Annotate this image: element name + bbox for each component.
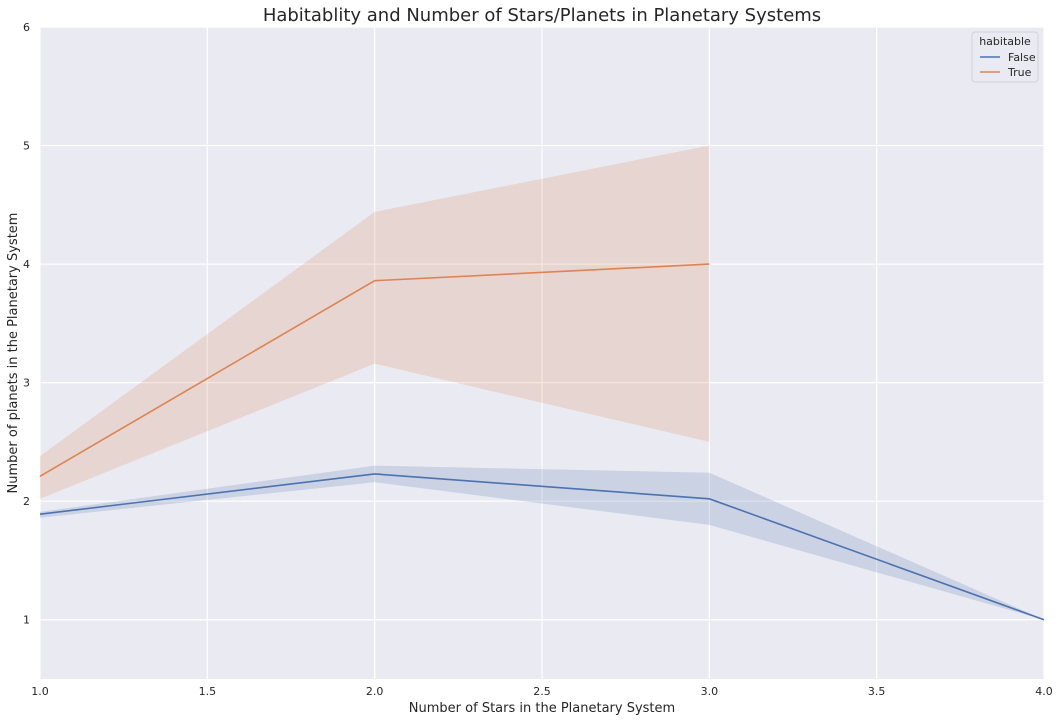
- y-tick-label: 4: [23, 258, 30, 271]
- y-tick-label: 1: [23, 614, 30, 627]
- y-axis-title: Number of planets in the Planetary Syste…: [6, 213, 21, 494]
- x-tick-label: 4.0: [1035, 685, 1053, 698]
- legend-items: False True: [980, 51, 1036, 79]
- x-tick-label: 2.5: [533, 685, 551, 698]
- y-tick-label: 3: [23, 377, 30, 390]
- y-tick-label: 2: [23, 495, 30, 508]
- legend-label-true: True: [1007, 66, 1032, 79]
- x-axis-title: Number of Stars in the Planetary System: [409, 701, 675, 716]
- y-axis-ticks: 1 2 3 4 5 6: [23, 21, 30, 627]
- y-tick-label: 5: [23, 140, 30, 153]
- confidence-band-true: [40, 145, 710, 499]
- legend-title: habitable: [979, 35, 1031, 48]
- x-tick-label: 2.0: [366, 685, 384, 698]
- legend: habitable False True: [971, 31, 1039, 83]
- x-tick-label: 3.0: [701, 685, 719, 698]
- x-tick-label: 1.0: [31, 685, 49, 698]
- series-line-false: [39, 473, 1045, 621]
- chart-title: Habitablity and Number of Stars/Planets …: [263, 5, 821, 26]
- x-tick-label: 1.5: [199, 685, 217, 698]
- legend-box: [971, 31, 1039, 83]
- confidence-bands: [40, 145, 1044, 620]
- series-line-true: [39, 263, 710, 477]
- x-axis-ticks: 1.0 1.5 2.0 2.5 3.0 3.5 4.0: [31, 685, 1053, 698]
- grid: [39, 26, 1045, 679]
- x-tick-label: 3.5: [868, 685, 886, 698]
- legend-label-false: False: [1008, 51, 1036, 64]
- confidence-band-false: [40, 465, 1044, 620]
- series-lines: [39, 263, 1045, 621]
- y-tick-label: 6: [23, 21, 30, 34]
